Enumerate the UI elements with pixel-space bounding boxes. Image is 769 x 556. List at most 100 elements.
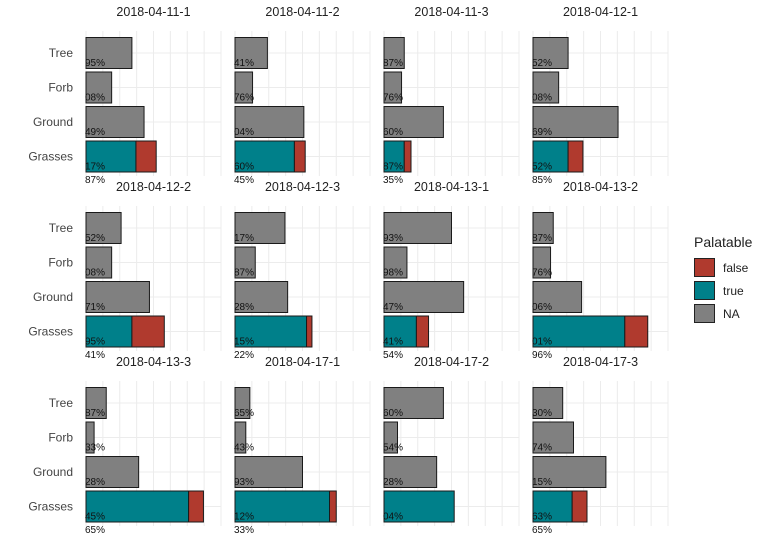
bar-grasses-false <box>624 315 649 348</box>
legend-swatch-na <box>694 304 715 323</box>
data-label: 47% <box>383 302 403 313</box>
data-label: 17% <box>234 233 254 244</box>
bar-ground-na <box>383 106 444 138</box>
data-label: 43% <box>234 443 254 454</box>
bar-grasses-true <box>532 315 626 348</box>
data-label: 69% <box>532 127 552 138</box>
data-label: 87% <box>532 233 552 244</box>
bar-grasses-false <box>329 490 337 523</box>
legend: Palatable false true NA <box>694 234 764 325</box>
bar-tree-na <box>532 212 554 244</box>
data-label: 52% <box>532 58 552 69</box>
bar-ground-na <box>85 456 140 488</box>
data-label: 30% <box>532 408 552 419</box>
legend-label-false: false <box>723 260 749 275</box>
y-tick-label: Tree <box>49 396 74 410</box>
bar-tree-na <box>85 387 107 419</box>
bar-grasses-false <box>306 315 313 348</box>
facet-title: 2018-04-11-1 <box>116 5 190 19</box>
data-label: 45% <box>234 175 254 186</box>
y-tick-label: Forb <box>48 431 73 445</box>
bar-grasses-true <box>85 140 137 173</box>
bar-grasses-false <box>571 490 588 523</box>
data-label: 54% <box>383 350 403 361</box>
legend-swatch-false <box>694 258 715 277</box>
legend-item-na: NA <box>694 302 764 325</box>
data-label: 17% <box>85 162 105 173</box>
data-label: 74% <box>532 443 552 454</box>
bar-tree-na <box>383 387 444 419</box>
data-label: 52% <box>85 233 105 244</box>
legend-item-true: true <box>694 279 764 302</box>
data-label: 95% <box>85 337 105 348</box>
data-label: 65% <box>234 408 254 419</box>
data-label: 71% <box>85 302 105 313</box>
y-tick-label: Forb <box>48 256 73 270</box>
facet-title: 2018-04-13-1 <box>414 180 489 194</box>
data-label: 15% <box>234 337 254 348</box>
bar-forb-na <box>85 421 95 454</box>
data-label: 04% <box>234 127 254 138</box>
data-label: 06% <box>532 302 552 313</box>
bar-forb-na <box>85 246 113 279</box>
data-label: 60% <box>383 127 403 138</box>
y-tick-label: Tree <box>49 221 74 235</box>
data-label: 15% <box>532 477 552 488</box>
data-label: 65% <box>532 525 552 536</box>
data-label: 49% <box>85 127 105 138</box>
bar-grasses-true <box>85 315 133 348</box>
bar-tree-na <box>234 37 268 69</box>
bar-grasses-false <box>415 315 430 348</box>
data-label: 60% <box>234 162 254 173</box>
facet-title: 2018-04-17-1 <box>265 355 340 369</box>
data-label: 28% <box>383 477 403 488</box>
data-label: 52% <box>532 162 552 173</box>
data-label: 41% <box>383 337 403 348</box>
data-label: 33% <box>234 525 254 536</box>
bar-grasses-true <box>532 140 569 173</box>
y-tick-label: Grasses <box>28 150 73 164</box>
bar-forb-na <box>383 421 398 454</box>
data-label: 87% <box>383 162 403 173</box>
bar-tree-na <box>532 37 569 69</box>
data-label: 76% <box>532 268 552 279</box>
bar-tree-na <box>383 212 452 244</box>
bar-grasses-false <box>293 140 306 173</box>
bar-ground-na <box>383 456 438 488</box>
data-label: 93% <box>383 233 403 244</box>
bar-forb-na <box>383 246 408 279</box>
bar-grasses-true <box>234 490 330 523</box>
data-label: 93% <box>234 477 254 488</box>
bar-grasses-true <box>234 140 295 173</box>
data-label: 65% <box>85 525 105 536</box>
y-tick-label: Ground <box>33 290 73 304</box>
data-label: 87% <box>85 408 105 419</box>
facet-title: 2018-04-13-2 <box>563 180 638 194</box>
facet-title: 2018-04-17-2 <box>414 355 489 369</box>
bar-ground-na <box>85 281 150 313</box>
bar-forb-na <box>383 71 403 104</box>
legend-item-false: false <box>694 256 764 279</box>
bar-grasses-true <box>85 490 190 523</box>
data-label: 12% <box>234 512 254 523</box>
y-tick-label: Grasses <box>28 500 73 514</box>
legend-swatch-true <box>694 281 715 300</box>
y-tick-label: Forb <box>48 81 73 95</box>
data-label: 22% <box>234 350 254 361</box>
data-label: 01% <box>532 337 552 348</box>
data-label: 45% <box>85 512 105 523</box>
data-label: 85% <box>532 175 552 186</box>
data-label: 08% <box>85 93 105 104</box>
data-label: 60% <box>383 408 403 419</box>
data-label: 41% <box>85 350 105 361</box>
facet-title: 2018-04-12-1 <box>563 5 638 19</box>
legend-label-true: true <box>723 283 744 298</box>
facet-title: 2018-04-12-3 <box>265 180 340 194</box>
bar-tree-na <box>85 212 122 244</box>
data-label: 87% <box>383 58 403 69</box>
facet-title: 2018-04-11-2 <box>265 5 339 19</box>
bar-tree-na <box>383 37 405 69</box>
facet-title: 2018-04-17-3 <box>563 355 638 369</box>
data-label: 76% <box>234 93 254 104</box>
bar-grasses-false <box>135 140 157 173</box>
